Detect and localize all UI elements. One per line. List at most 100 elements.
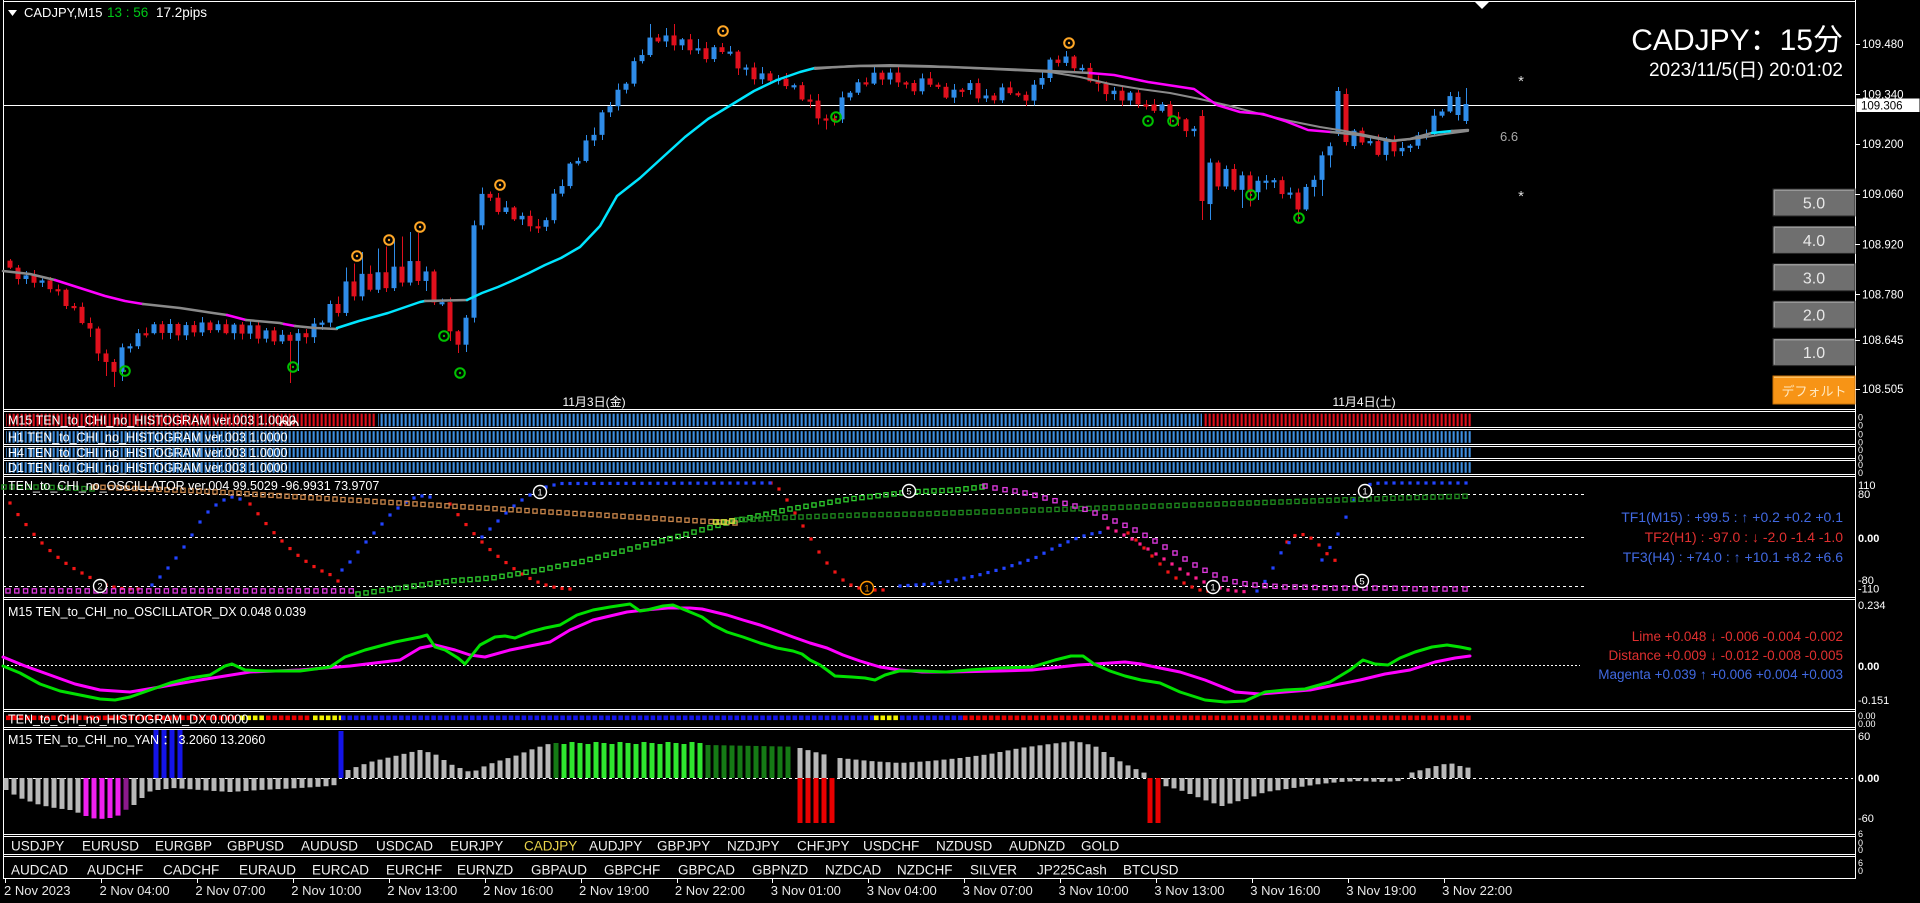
svg-text:EURCAD: EURCAD (312, 863, 369, 878)
svg-text:0.00: 0.00 (1858, 719, 1876, 729)
svg-text:0.00: 0.00 (1858, 773, 1879, 785)
svg-text:0: 0 (1858, 438, 1863, 448)
svg-text:CADCHF: CADCHF (163, 863, 219, 878)
svg-text:0: 0 (1858, 838, 1863, 848)
svg-text:3 Nov 01:00: 3 Nov 01:00 (771, 883, 841, 898)
svg-text:1: 1 (1362, 487, 1367, 498)
svg-text:EURAUD: EURAUD (239, 863, 296, 878)
svg-text:3.0: 3.0 (1803, 270, 1825, 287)
svg-text:GBPCHF: GBPCHF (604, 863, 660, 878)
svg-text:TEN_to_CHI_no_OSCILLATOR ver.: TEN_to_CHI_no_OSCILLATOR ver.004 99.5029… (8, 479, 379, 493)
svg-text:2 Nov 07:00: 2 Nov 07:00 (195, 883, 265, 898)
svg-text:Lime +0.048 ↓ -0.006 -0.004 -: Lime +0.048 ↓ -0.006 -0.004 -0.002 (1632, 629, 1843, 644)
svg-text:80: 80 (1858, 489, 1870, 501)
svg-text:-110: -110 (1858, 584, 1879, 596)
svg-text:110: 110 (1858, 480, 1876, 492)
svg-text:109.480: 109.480 (1862, 39, 1904, 51)
svg-text:M15 TEN_to_CHI_no_HISTOGRAM v: M15 TEN_to_CHI_no_HISTOGRAM ver.003 1.00… (8, 414, 296, 428)
svg-text:EURGBP: EURGBP (155, 839, 212, 854)
svg-text:0: 0 (1858, 421, 1863, 431)
svg-text:*: * (1518, 188, 1524, 205)
svg-text:2 Nov 10:00: 2 Nov 10:00 (291, 883, 361, 898)
svg-text:2 Nov 13:00: 2 Nov 13:00 (387, 883, 457, 898)
svg-text:GBPUSD: GBPUSD (227, 839, 284, 854)
svg-text:11月3日(金): 11月3日(金) (562, 394, 625, 409)
svg-text:0: 0 (1858, 866, 1863, 876)
svg-text:GBPCAD: GBPCAD (678, 863, 735, 878)
svg-text:2023/11/5(日) 20:01:02: 2023/11/5(日) 20:01:02 (1649, 60, 1843, 81)
svg-text:H4 TEN_to_CHI_no_HISTOGRAM ve: H4 TEN_to_CHI_no_HISTOGRAM ver.003 1.000… (8, 446, 288, 460)
svg-text:1: 1 (1210, 583, 1215, 594)
svg-text:2 Nov 2023: 2 Nov 2023 (4, 883, 71, 898)
svg-text:2 Nov 16:00: 2 Nov 16:00 (483, 883, 553, 898)
svg-text:SILVER: SILVER (970, 863, 1017, 878)
svg-text:EURNZD: EURNZD (457, 863, 513, 878)
svg-text:13 : 56: 13 : 56 (107, 5, 148, 20)
svg-text:3 Nov 07:00: 3 Nov 07:00 (963, 883, 1033, 898)
svg-text:3 Nov 13:00: 3 Nov 13:00 (1154, 883, 1224, 898)
svg-text:2.0: 2.0 (1803, 308, 1825, 325)
svg-text:TEN_to_CHI_no_HISTOGRAM_DX 0.0: TEN_to_CHI_no_HISTOGRAM_DX 0.0000 (8, 713, 248, 727)
svg-text:AUDCHF: AUDCHF (87, 863, 143, 878)
svg-text:USDCHF: USDCHF (863, 839, 919, 854)
svg-text:3 Nov 16:00: 3 Nov 16:00 (1250, 883, 1320, 898)
svg-text:NZDCAD: NZDCAD (825, 863, 881, 878)
svg-text:-80: -80 (1858, 575, 1874, 587)
svg-text:EURCHF: EURCHF (386, 863, 442, 878)
svg-text:0.234: 0.234 (1858, 600, 1886, 612)
svg-text:2 Nov 04:00: 2 Nov 04:00 (100, 883, 170, 898)
svg-text:BTCUSD: BTCUSD (1123, 863, 1179, 878)
svg-text:3 Nov 04:00: 3 Nov 04:00 (867, 883, 937, 898)
svg-text:M15 TEN_to_CHI_no_YAN ： 3.206: M15 TEN_to_CHI_no_YAN ： 3.2060 13.2060 (8, 733, 265, 747)
svg-text:0: 0 (1858, 430, 1863, 440)
svg-text:0: 0 (1858, 445, 1863, 455)
svg-text:109.200: 109.200 (1862, 139, 1904, 151)
svg-text:GBPAUD: GBPAUD (531, 863, 587, 878)
svg-text:CADJPY: CADJPY (524, 839, 577, 854)
svg-text:-0.151: -0.151 (1858, 695, 1889, 707)
svg-text:USDJPY: USDJPY (11, 839, 64, 854)
svg-text:5.0: 5.0 (1803, 196, 1825, 213)
svg-text:AUDUSD: AUDUSD (301, 839, 358, 854)
svg-text:EURJPY: EURJPY (450, 839, 503, 854)
svg-text:Distance +0.009 ↓ -0.012 -0.0: Distance +0.009 ↓ -0.012 -0.008 -0.005 (1608, 648, 1843, 663)
svg-text:0: 0 (1858, 413, 1863, 423)
svg-text:2 Nov 22:00: 2 Nov 22:00 (675, 883, 745, 898)
svg-text:17.2pips: 17.2pips (156, 5, 207, 20)
svg-text:CHFJPY: CHFJPY (797, 839, 850, 854)
svg-text:AUDNZD: AUDNZD (1009, 839, 1065, 854)
svg-text:4.0: 4.0 (1803, 233, 1825, 250)
svg-text:6: 6 (1858, 829, 1863, 839)
svg-text:3 Nov 19:00: 3 Nov 19:00 (1346, 883, 1416, 898)
svg-text:AUDJPY: AUDJPY (589, 839, 642, 854)
svg-text:NZDJPY: NZDJPY (727, 839, 780, 854)
svg-text:USDCAD: USDCAD (376, 839, 433, 854)
svg-text:GBPNZD: GBPNZD (752, 863, 809, 878)
svg-text:108.645: 108.645 (1862, 335, 1904, 347)
svg-text:109.060: 109.060 (1862, 189, 1904, 201)
svg-text:5: 5 (906, 487, 911, 498)
svg-text:Magenta +0.039 ↑ +0.006 +0.00: Magenta +0.039 ↑ +0.006 +0.004 +0.003 (1598, 667, 1843, 682)
svg-text:TF1(M15) : +99.5 : ↑ +0.2 +0.: TF1(M15) : +99.5 : ↑ +0.2 +0.2 +0.1 (1621, 509, 1843, 525)
svg-text:M15 TEN_to_CHI_no_OSCILLATOR_D: M15 TEN_to_CHI_no_OSCILLATOR_DX 0.048 0.… (8, 605, 306, 619)
svg-text:108.780: 108.780 (1862, 290, 1904, 302)
svg-text:3 Nov 10:00: 3 Nov 10:00 (1059, 883, 1129, 898)
svg-text:CADJPY,M15: CADJPY,M15 (24, 5, 103, 20)
svg-text:11月4日(土): 11月4日(土) (1332, 395, 1395, 409)
svg-text:60: 60 (1858, 731, 1870, 743)
svg-text:108.505: 108.505 (1862, 384, 1904, 396)
svg-text:NZDUSD: NZDUSD (936, 839, 992, 854)
svg-text:H1 TEN_to_CHI_no_HISTOGRAM ve: H1 TEN_to_CHI_no_HISTOGRAM ver.003 1.000… (8, 431, 288, 445)
svg-text:0: 0 (1858, 468, 1863, 478)
svg-text:0: 0 (1858, 845, 1863, 855)
svg-text:1.0: 1.0 (1803, 345, 1825, 362)
svg-text:デフォルト: デフォルト (1781, 384, 1846, 399)
svg-text:D1 TEN_to_CHI_no_HISTOGRAM ve: D1 TEN_to_CHI_no_HISTOGRAM ver.003 1.000… (8, 461, 288, 475)
svg-text:CADJPY：15分: CADJPY：15分 (1631, 24, 1843, 57)
svg-text:2: 2 (97, 582, 102, 593)
svg-text:TF2(H1) : -97.0 : ↓ -2.0 -1.4: TF2(H1) : -97.0 : ↓ -2.0 -1.4 -1.0 (1645, 529, 1844, 545)
svg-text:JP225Cash: JP225Cash (1037, 863, 1107, 878)
svg-text:6: 6 (1858, 858, 1863, 868)
svg-text:1: 1 (864, 584, 869, 595)
svg-text:0.00: 0.00 (1858, 533, 1879, 545)
